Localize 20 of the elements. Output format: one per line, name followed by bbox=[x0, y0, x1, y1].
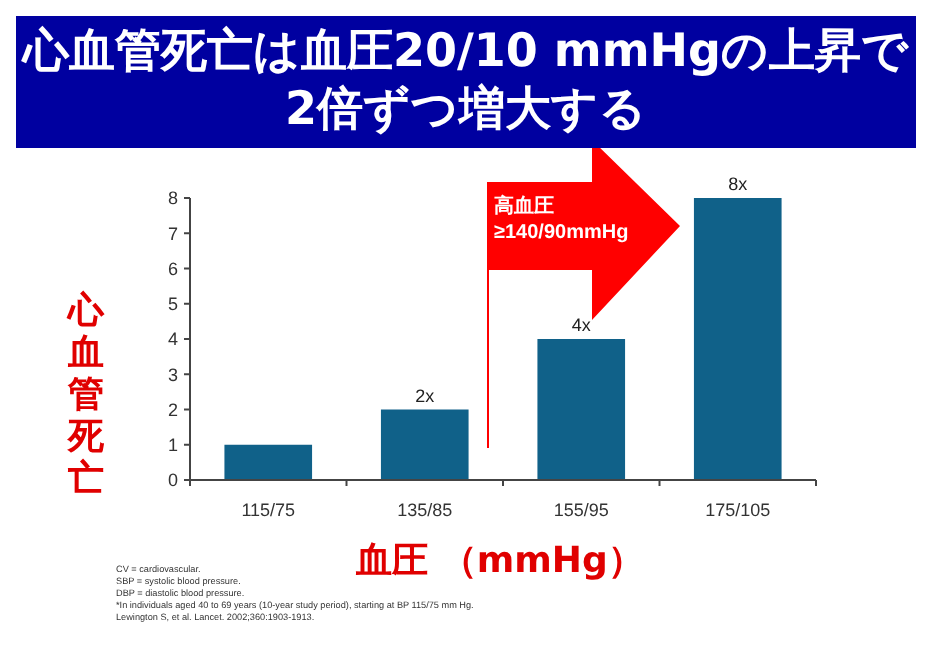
y-tick-label: 2 bbox=[167, 399, 178, 420]
chart-title: 心血管死亡は血圧20/10 mmHgの上昇で2倍ずつ増大する bbox=[16, 16, 916, 148]
x-axis-title: 血圧 （mmHg） bbox=[354, 538, 646, 584]
data-label: 2x bbox=[415, 385, 436, 406]
y-tick-label: 4 bbox=[167, 329, 178, 350]
y-tick-label: 0 bbox=[167, 470, 178, 491]
y-tick-label: 8 bbox=[167, 188, 178, 209]
data-label: 4x bbox=[571, 315, 592, 335]
y-axis-title: 心血管死亡 bbox=[66, 290, 106, 500]
y-tick-label: 3 bbox=[167, 364, 178, 385]
x-tick-label: 135/85 bbox=[397, 500, 453, 520]
x-tick-label: 175/105 bbox=[705, 500, 771, 520]
y-tick-label: 5 bbox=[167, 294, 178, 315]
annotation: 高血圧 ≥140/90mmHg bbox=[494, 194, 629, 244]
y-tick-label: 1 bbox=[167, 435, 178, 456]
y-tick-label: 6 bbox=[167, 258, 178, 279]
x-tick-label: 155/95 bbox=[553, 500, 609, 520]
data-label: 8x bbox=[728, 174, 749, 194]
x-tick-label: 115/75 bbox=[241, 500, 296, 520]
y-tick-label: 7 bbox=[167, 223, 178, 244]
